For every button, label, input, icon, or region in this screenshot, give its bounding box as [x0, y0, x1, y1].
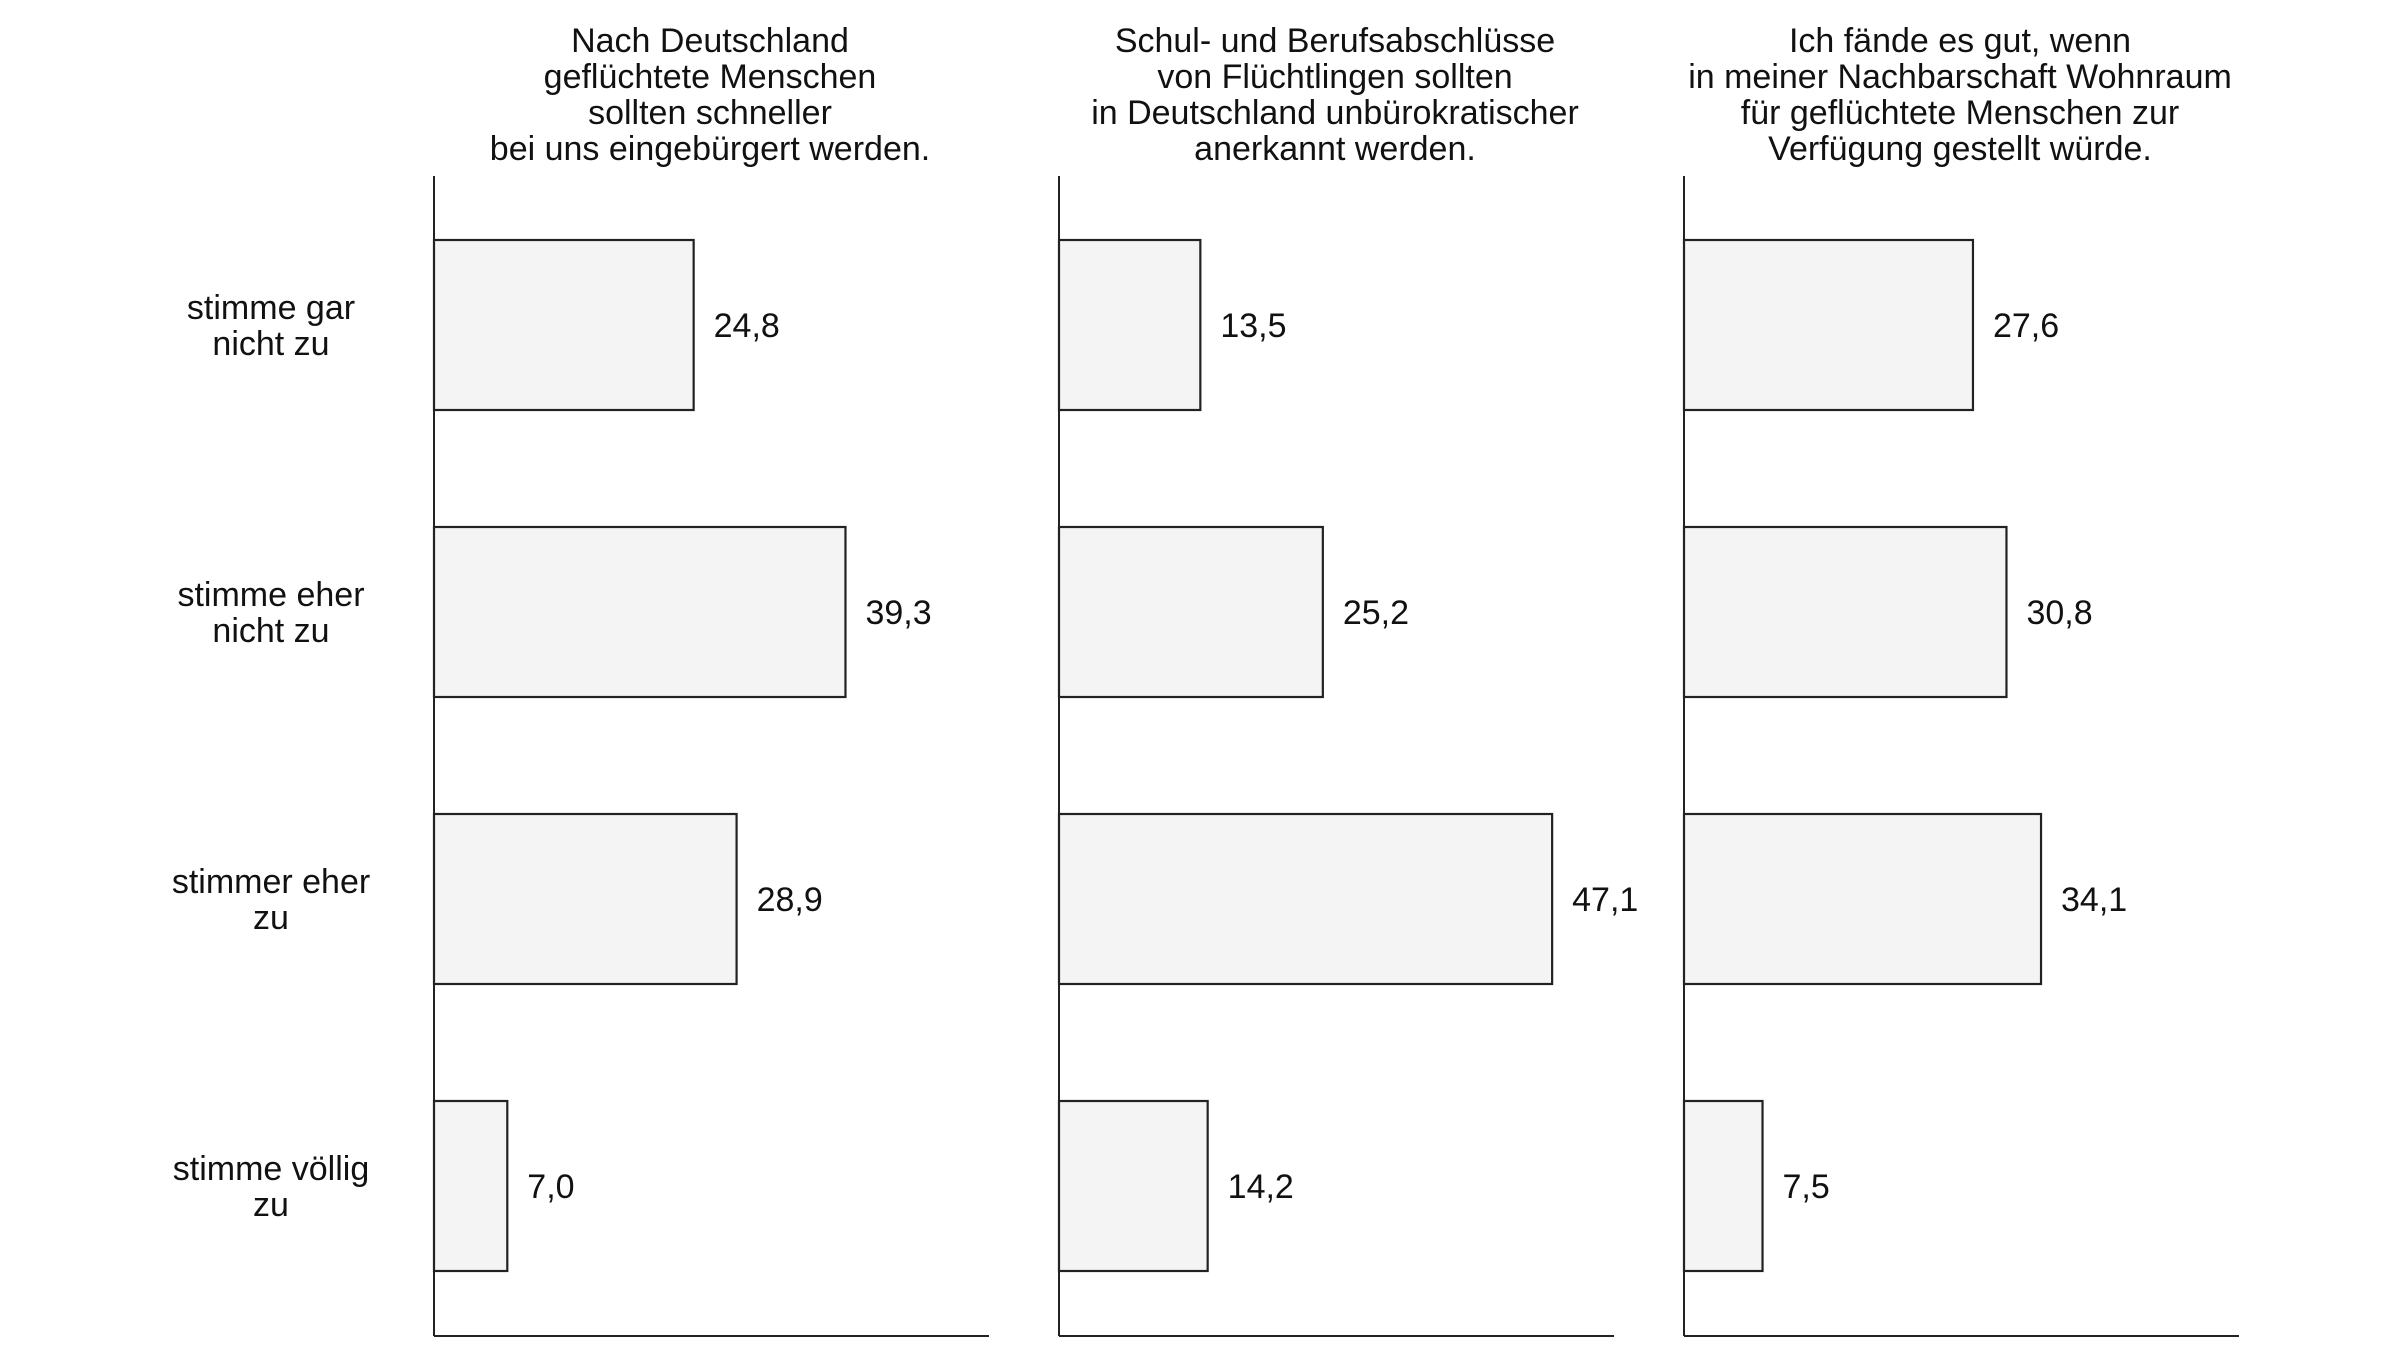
- panel-title: für geflüchtete Menschen zur: [1741, 94, 2179, 132]
- data-label: 13,5: [1220, 307, 1286, 345]
- category-label: nicht zu: [212, 612, 329, 650]
- data-label: 30,8: [2026, 594, 2092, 632]
- data-label: 27,6: [1993, 307, 2059, 345]
- bar: [432, 1099, 509, 1273]
- bar: [1682, 525, 2008, 699]
- panel-title: in Deutschland unbürokratischer: [1091, 94, 1579, 132]
- data-label: 28,9: [757, 881, 823, 919]
- bar: [432, 238, 695, 412]
- category-label: stimme völlig: [173, 1150, 369, 1188]
- data-label: 14,2: [1228, 1168, 1294, 1206]
- panel-title: bei uns eingebürgert werden.: [490, 130, 930, 168]
- data-label: 7,5: [1783, 1168, 1830, 1206]
- panel-title: Schul- und Berufsabschlüsse: [1115, 22, 1555, 60]
- panel-title: Ich fände es gut, wenn: [1789, 22, 2131, 60]
- panel-title: anerkannt werden.: [1194, 130, 1476, 168]
- bar: [1682, 1099, 1764, 1273]
- panel-title: in meiner Nachbarschaft Wohnraum: [1688, 58, 2232, 96]
- bar: [1682, 238, 1975, 412]
- panel-title: Verfügung gestellt würde.: [1768, 130, 2152, 168]
- bar: [432, 812, 738, 986]
- category-label: stimme gar: [187, 289, 355, 327]
- data-label: 25,2: [1343, 594, 1409, 632]
- panel-title: Nach Deutschland: [571, 22, 849, 60]
- bar: [1057, 525, 1324, 699]
- bar: [1682, 812, 2043, 986]
- data-label: 47,1: [1572, 881, 1638, 919]
- category-label: nicht zu: [212, 325, 329, 363]
- bar: [1057, 238, 1202, 412]
- category-label: stimme eher: [177, 576, 364, 614]
- bar: [1057, 1099, 1209, 1273]
- panel-title: von Flüchtlingen sollten: [1157, 58, 1512, 96]
- category-label: zu: [253, 1186, 289, 1224]
- category-label: zu: [253, 899, 289, 937]
- bar: [432, 525, 847, 699]
- panel-title: geflüchtete Menschen: [544, 58, 877, 96]
- panel-title: sollten schneller: [588, 94, 832, 132]
- bar: [1057, 812, 1554, 986]
- data-label: 39,3: [865, 594, 931, 632]
- category-label: stimmer eher: [172, 863, 370, 901]
- data-label: 7,0: [527, 1168, 574, 1206]
- data-label: 34,1: [2061, 881, 2127, 919]
- data-label: 24,8: [714, 307, 780, 345]
